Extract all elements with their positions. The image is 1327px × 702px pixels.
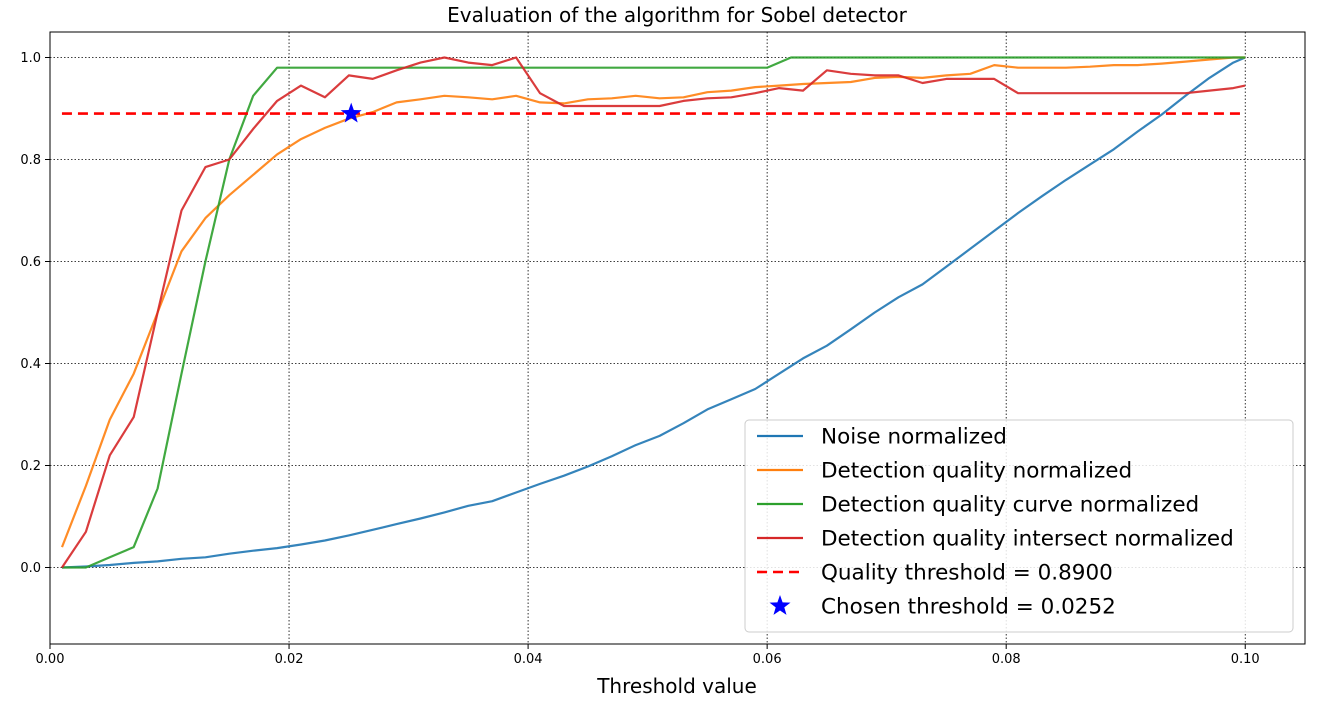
series-lines bbox=[60, 56, 1246, 569]
legend-swatch-chosen-threshold bbox=[769, 595, 791, 615]
x-tick-label: 0.04 bbox=[514, 652, 543, 667]
x-tick-label: 0.10 bbox=[1231, 652, 1260, 667]
series-line-noise-normalized bbox=[61, 56, 1246, 569]
legend-label-quality-threshold: Quality threshold = 0.8900 bbox=[821, 561, 1113, 586]
legend: Noise normalized Detection quality normal… bbox=[744, 419, 1294, 633]
x-tick-label: 0.06 bbox=[753, 652, 782, 667]
y-tick-label: 1.0 bbox=[20, 51, 41, 66]
y-tick-label: 0.6 bbox=[20, 255, 41, 270]
y-tick-label: 0.2 bbox=[20, 459, 41, 474]
chosen-threshold-star bbox=[340, 102, 362, 123]
legend-label-detection-quality-curve-normalized: Detection quality curve normalized bbox=[821, 493, 1199, 518]
legend-label-chosen-threshold: Chosen threshold = 0.0252 bbox=[821, 595, 1116, 620]
legend-box bbox=[744, 419, 1294, 633]
x-axis-label: Threshold value bbox=[596, 674, 757, 698]
chart-title: Evaluation of the algorithm for Sobel de… bbox=[447, 3, 908, 27]
y-tick-label: 0.4 bbox=[20, 357, 41, 372]
plot-area-frame bbox=[49, 31, 1306, 645]
y-tick-label: 0.8 bbox=[20, 153, 41, 168]
series-line-detection-quality-curve-normalized bbox=[62, 56, 1246, 569]
x-tick-label: 0.02 bbox=[275, 652, 304, 667]
axis-ticks: 0.00 0.02 0.04 0.06 0.08 0.10 0.0 0.2 0.4 0.6 0.8 1… bbox=[20, 51, 1259, 667]
x-tick-label: 0.00 bbox=[36, 652, 65, 667]
legend-label-detection-quality-intersect-normalized: Detection quality intersect normalized bbox=[821, 527, 1234, 552]
legend-label-noise-normalized: Noise normalized bbox=[821, 425, 1007, 450]
grid bbox=[49, 32, 1305, 644]
series-line-detection-quality-intersect-normalized bbox=[61, 56, 1246, 569]
x-tick-label: 0.08 bbox=[992, 652, 1021, 667]
legend-label-detection-quality-normalized: Detection quality normalized bbox=[821, 459, 1132, 484]
y-tick-label: 0.0 bbox=[20, 561, 41, 576]
series-line-detection-quality-normalized bbox=[60, 56, 1246, 548]
chosen-threshold-marker bbox=[340, 102, 362, 123]
